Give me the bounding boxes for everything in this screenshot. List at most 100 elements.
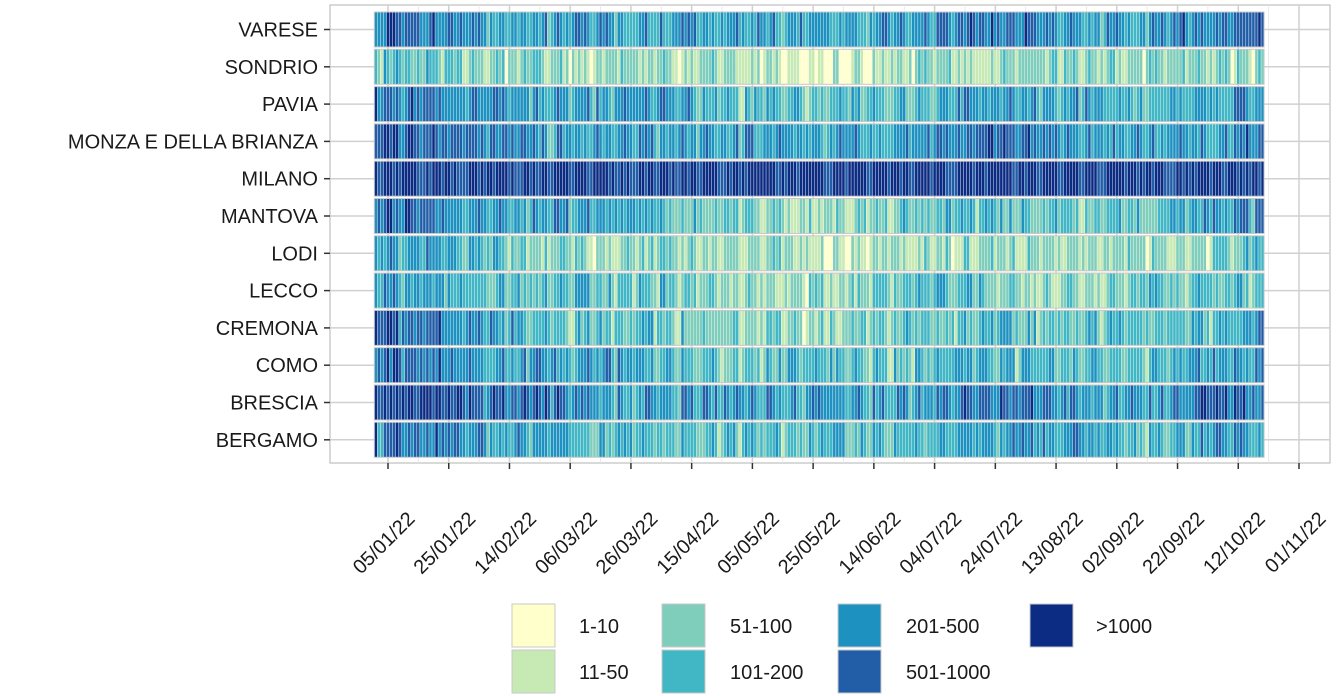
heatmap-cell bbox=[611, 235, 615, 271]
heatmap-cell bbox=[680, 310, 685, 346]
heatmap-cell bbox=[428, 272, 433, 309]
heatmap-cell bbox=[1115, 123, 1119, 160]
heatmap-cell bbox=[768, 310, 773, 346]
heatmap-cell bbox=[1163, 161, 1168, 197]
heatmap-cell bbox=[535, 49, 539, 85]
heatmap-cell bbox=[431, 422, 436, 458]
heatmap-cell bbox=[884, 198, 888, 234]
heatmap-cell bbox=[626, 198, 630, 234]
heatmap-cell bbox=[601, 86, 606, 122]
heatmap-cell bbox=[1172, 86, 1177, 122]
heatmap-cell bbox=[1109, 86, 1113, 122]
heatmap-cell bbox=[638, 384, 642, 421]
heatmap-cell bbox=[1194, 49, 1198, 85]
heatmap-cell bbox=[711, 422, 715, 458]
heatmap-cell bbox=[1175, 86, 1180, 122]
heatmap-cell bbox=[544, 422, 548, 458]
heatmap-cell bbox=[869, 310, 873, 346]
heatmap-cell bbox=[790, 11, 794, 48]
heatmap-cell bbox=[908, 161, 912, 197]
heatmap-cell bbox=[614, 123, 618, 160]
heatmap-cell bbox=[580, 310, 585, 346]
heatmap-cell bbox=[444, 86, 448, 122]
heatmap-cell bbox=[1121, 422, 1125, 458]
heatmap-cell bbox=[562, 11, 566, 48]
heatmap-cell bbox=[759, 161, 764, 197]
heatmap-cell bbox=[1030, 86, 1034, 122]
heatmap-cell bbox=[1154, 11, 1158, 48]
heatmap-cell bbox=[1075, 310, 1080, 346]
heatmap-cell bbox=[920, 86, 925, 122]
heatmap-cell bbox=[1172, 123, 1177, 160]
heatmap-cell bbox=[799, 86, 803, 122]
heatmap-cell bbox=[474, 384, 478, 421]
heatmap-cell bbox=[386, 272, 390, 309]
heatmap-cell bbox=[437, 422, 442, 458]
heatmap-cell bbox=[753, 272, 758, 309]
heatmap-cell bbox=[1142, 347, 1146, 383]
heatmap-cell bbox=[808, 310, 812, 346]
heatmap-cell bbox=[853, 235, 858, 271]
heatmap-cell bbox=[802, 347, 806, 383]
heatmap-cell bbox=[1178, 235, 1183, 271]
heatmap-cell bbox=[978, 235, 982, 271]
heatmap-cell bbox=[1124, 422, 1128, 458]
heatmap-cell bbox=[604, 11, 609, 48]
heatmap-cell bbox=[960, 347, 964, 383]
heatmap-cell bbox=[1069, 86, 1073, 122]
heatmap-cell bbox=[431, 310, 436, 346]
heatmap-cell bbox=[583, 235, 588, 271]
heatmap-cell bbox=[580, 198, 585, 234]
heatmap-cell bbox=[501, 161, 506, 197]
heatmap-cell bbox=[972, 272, 976, 309]
heatmap-cell bbox=[665, 422, 670, 458]
heatmap-cell bbox=[1124, 310, 1128, 346]
heatmap-cell bbox=[617, 235, 621, 271]
heatmap-cell bbox=[726, 235, 730, 271]
heatmap-cell bbox=[647, 310, 651, 346]
heatmap-cell bbox=[987, 422, 991, 458]
heatmap-cell bbox=[975, 49, 979, 85]
heatmap-cell bbox=[975, 384, 979, 421]
heatmap-cell bbox=[529, 422, 533, 458]
heatmap-cell bbox=[1096, 422, 1101, 458]
heatmap-cell bbox=[729, 310, 733, 346]
heatmap-cell bbox=[1254, 272, 1259, 309]
heatmap-cell bbox=[422, 384, 427, 421]
heatmap-cell bbox=[1257, 272, 1262, 309]
heatmap-row bbox=[373, 272, 1265, 309]
heatmap-cell bbox=[444, 310, 448, 346]
heatmap-cell bbox=[969, 310, 973, 346]
heatmap-cell bbox=[1002, 422, 1007, 458]
heatmap-cell bbox=[635, 384, 639, 421]
heatmap-cell bbox=[1069, 123, 1073, 160]
heatmap-cell bbox=[574, 310, 578, 346]
heatmap-cell bbox=[975, 86, 979, 122]
heatmap-cell bbox=[860, 49, 864, 85]
heatmap-cell bbox=[714, 86, 718, 122]
heatmap-cell bbox=[847, 86, 852, 122]
heatmap-cell bbox=[592, 422, 597, 458]
heatmap-cell bbox=[1178, 310, 1183, 346]
heatmap-cell bbox=[510, 123, 515, 160]
heatmap-cell bbox=[407, 347, 411, 383]
heatmap-cell bbox=[787, 235, 791, 271]
heatmap-cell bbox=[832, 347, 837, 383]
heatmap-cell bbox=[1251, 347, 1256, 383]
heatmap-cell bbox=[1184, 422, 1189, 458]
heatmap-cell bbox=[705, 11, 709, 48]
heatmap-cell bbox=[671, 11, 676, 48]
heatmap-cell bbox=[1197, 347, 1201, 383]
heatmap-cell bbox=[893, 272, 897, 309]
heatmap-cell bbox=[1033, 11, 1037, 48]
heatmap-cell bbox=[957, 235, 961, 271]
heatmap-cell bbox=[905, 49, 909, 85]
heatmap-cell bbox=[1178, 161, 1183, 197]
heatmap-cell bbox=[1093, 347, 1098, 383]
heatmap-cell bbox=[811, 347, 815, 383]
heatmap-cell bbox=[778, 235, 782, 271]
heatmap-cell bbox=[462, 310, 466, 346]
heatmap-cell bbox=[717, 384, 721, 421]
heatmap-cell bbox=[823, 49, 827, 85]
heatmap-cell bbox=[462, 86, 466, 122]
